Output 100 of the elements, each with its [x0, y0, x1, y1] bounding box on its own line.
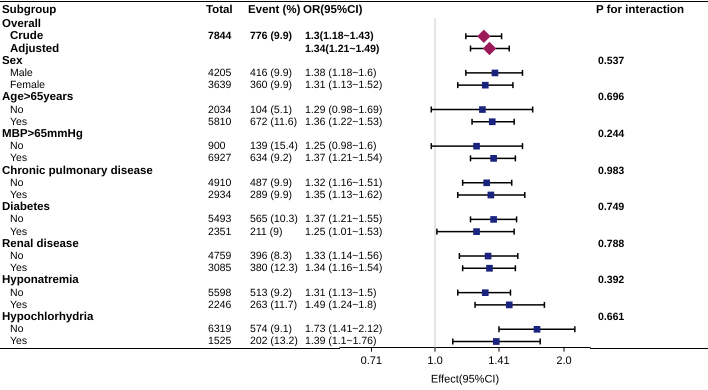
category-label: MBP>65mmHg: [2, 128, 83, 140]
data-label: 3085: [208, 262, 232, 274]
category-label: Diabetes: [2, 201, 50, 214]
data-label: 1.33 (1.14~1.56): [305, 250, 382, 262]
data-label: 0.788: [598, 238, 624, 250]
point: [492, 70, 498, 76]
data-label: 0.983: [598, 164, 624, 177]
data-label: 1.73 (1.41~2.12): [305, 323, 382, 336]
data-label: 1.34(1.21~1.49): [305, 42, 380, 55]
category-label: Crude: [10, 30, 44, 42]
category-label: No: [10, 286, 24, 299]
data-label: 5810: [208, 116, 232, 128]
data-label: 776 (9.9): [250, 30, 292, 42]
category-label: Yes: [10, 226, 28, 238]
point: [490, 216, 497, 223]
data-label: 634 (9.2): [250, 152, 292, 164]
data-label: 360 (9.9): [250, 79, 292, 92]
data-label: 2351: [208, 226, 232, 238]
data-label: 4759: [208, 250, 232, 262]
category-label: Yes: [10, 262, 28, 274]
category-label: Overall: [2, 18, 41, 30]
category-label: No: [10, 104, 24, 116]
data-label: 5493: [208, 213, 232, 226]
data-label: 0.537: [598, 54, 624, 67]
data-label: 1.37 (1.21~1.55): [305, 213, 382, 226]
data-label: 380 (12.3): [250, 262, 298, 274]
category-label: Renal disease: [2, 238, 79, 250]
data-label: 202 (13.2): [250, 335, 298, 348]
data-label: 1.34 (1.16~1.54): [305, 262, 382, 274]
data-label: 104 (5.1): [250, 104, 292, 116]
data-label: 3639: [208, 79, 232, 92]
point: [479, 106, 486, 113]
category-label: Hypochlorhydria: [2, 311, 94, 324]
data-label: 263 (11.7): [250, 298, 298, 311]
category-label: Yes: [10, 298, 28, 311]
point: [477, 30, 490, 43]
category-label: Age>65years: [2, 91, 74, 104]
point: [488, 118, 496, 126]
category-label: No: [10, 140, 24, 152]
category-label: No: [10, 250, 24, 262]
data-label: 139 (15.4): [250, 140, 298, 152]
data-label: 0.749: [598, 201, 624, 214]
point: [490, 155, 497, 162]
category-label: Yes: [10, 189, 28, 201]
category-label: Yes: [10, 116, 28, 128]
point: [473, 142, 480, 150]
data-label: 565 (10.3): [250, 213, 298, 226]
x-axis-title: Effect(95%CI): [430, 373, 500, 386]
category-label: No: [10, 176, 24, 189]
category-label: Male: [10, 66, 33, 79]
category-label: Hyponatremia: [2, 274, 79, 286]
category-label: Female: [10, 79, 46, 92]
data-label: 4205: [208, 66, 232, 79]
category-label: Yes: [10, 152, 28, 164]
data-label: 416 (9.9): [250, 66, 292, 79]
category-label: Adjusted: [10, 42, 60, 55]
data-label: 6927: [208, 152, 232, 164]
point: [484, 252, 492, 260]
data-label: 1.37 (1.21~1.54): [305, 152, 382, 164]
data-label: 1.39 (1.1~1.76): [305, 335, 377, 348]
category-label: Chronic pulmonary disease: [2, 164, 153, 177]
data-label: 1.35 (1.13~1.62): [305, 189, 382, 201]
data-label: 5598: [208, 286, 232, 299]
point: [492, 338, 500, 345]
x-tick-label: 1.0: [427, 355, 443, 368]
data-label: 900: [208, 140, 226, 152]
data-label: 4910: [208, 176, 232, 189]
data-label: 2034: [208, 104, 232, 116]
data-label: 574 (9.1): [250, 323, 292, 336]
data-label: 0.696: [598, 91, 624, 104]
data-label: 0.244: [598, 128, 624, 140]
data-label: 6319: [208, 323, 232, 336]
data-label: 1.38 (1.18~1.6): [305, 66, 377, 79]
data-label: 7844: [208, 30, 232, 42]
data-label: 1.25 (0.98~1.6): [305, 140, 377, 152]
data-label: 1525: [208, 335, 232, 348]
data-label: 1.25 (1.01~1.53): [305, 226, 382, 238]
data-label: 513 (9.2): [250, 286, 292, 299]
text: Subgroup: [2, 4, 56, 16]
category-label: No: [10, 213, 24, 226]
point: [482, 82, 489, 88]
point: [506, 302, 513, 308]
data-label: 2246: [208, 298, 232, 311]
data-label: 0.661: [598, 311, 624, 324]
point: [486, 264, 493, 272]
point: [482, 42, 496, 56]
data-label: 289 (9.9): [250, 189, 292, 201]
data-label: 1.36 (1.22~1.53): [305, 116, 382, 128]
text: Event (%): [248, 4, 300, 16]
x-tick-label: 2.0: [556, 355, 572, 368]
point: [482, 289, 489, 296]
data-label: 0.392: [598, 274, 624, 286]
data-label: 1.3(1.18~1.43): [305, 30, 374, 42]
data-label: 487 (9.9): [250, 176, 292, 189]
text: OR(95%CI): [303, 4, 362, 16]
x-tick-label: 1.41: [488, 355, 510, 368]
data-label: 2934: [208, 189, 232, 201]
data-label: 672 (11.6): [250, 116, 298, 128]
data-label: 1.31 (1.13~1.52): [305, 79, 382, 92]
category-label: Sex: [2, 54, 22, 67]
